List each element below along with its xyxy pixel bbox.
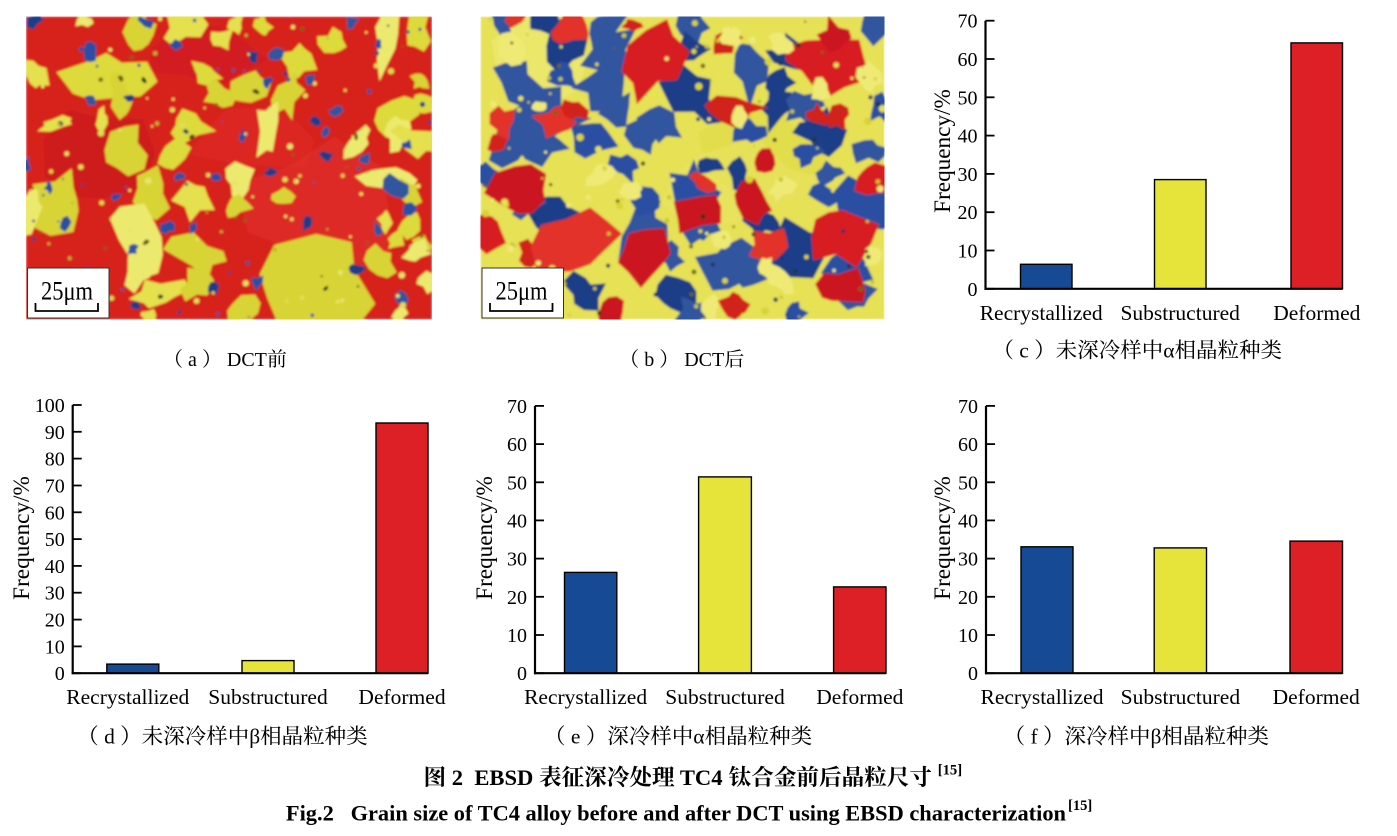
svg-text:Recrystallized: Recrystallized: [980, 301, 1103, 325]
svg-text:Substructured: Substructured: [665, 685, 785, 709]
svg-text:c: c: [1014, 339, 1034, 363]
svg-text:80: 80: [45, 449, 65, 471]
svg-text:10: 10: [45, 636, 65, 658]
svg-text:b: b: [639, 349, 659, 371]
svg-text:α: α: [693, 725, 704, 749]
svg-text:20: 20: [507, 587, 527, 609]
svg-text:40: 40: [958, 510, 978, 532]
svg-text:β: β: [249, 725, 260, 749]
svg-text:Frequency/%: Frequency/%: [930, 89, 956, 213]
svg-text:Deformed: Deformed: [816, 685, 903, 709]
svg-text:40: 40: [958, 126, 978, 148]
svg-text:[15]: [15]: [1068, 798, 1092, 814]
svg-text:TC4: TC4: [675, 765, 729, 790]
svg-text:60: 60: [507, 434, 527, 456]
svg-text:e: e: [566, 725, 586, 749]
svg-text:30: 30: [958, 164, 978, 186]
svg-text:30: 30: [507, 549, 527, 571]
svg-text:25μm: 25μm: [496, 277, 548, 306]
svg-text:100: 100: [35, 395, 65, 417]
svg-text:60: 60: [45, 502, 65, 524]
svg-text:70: 70: [958, 396, 978, 418]
svg-text:60: 60: [958, 434, 978, 456]
svg-text:70: 70: [958, 11, 978, 33]
svg-text:α: α: [1163, 339, 1174, 363]
svg-text:0: 0: [968, 279, 978, 301]
svg-text:Substructured: Substructured: [208, 685, 328, 709]
svg-text:Fig.2 Grain size of TC4 allo: Fig.2 Grain size of TC4 alloy before and…: [286, 801, 1067, 826]
svg-text:10: 10: [958, 241, 978, 263]
svg-text:40: 40: [45, 556, 65, 578]
svg-text:30: 30: [45, 583, 65, 605]
svg-text:Recrystallized: Recrystallized: [524, 685, 647, 709]
svg-text:40: 40: [507, 510, 527, 532]
svg-text:Substructured: Substructured: [1120, 301, 1240, 325]
svg-text:50: 50: [958, 472, 978, 494]
svg-text:20: 20: [45, 610, 65, 632]
svg-text:70: 70: [507, 396, 527, 418]
svg-text:10: 10: [507, 625, 527, 647]
svg-text:[15]: [15]: [938, 763, 962, 779]
svg-text:β: β: [1151, 725, 1162, 749]
svg-text:0: 0: [968, 663, 978, 685]
svg-text:60: 60: [958, 49, 978, 71]
svg-text:Recrystallized: Recrystallized: [66, 685, 189, 709]
svg-text:a: a: [183, 349, 202, 371]
svg-text:Frequency/%: Frequency/%: [472, 476, 498, 600]
svg-text:d: d: [99, 725, 121, 749]
svg-text:50: 50: [45, 529, 65, 551]
svg-text:0: 0: [55, 663, 65, 685]
svg-text:Deformed: Deformed: [358, 685, 445, 709]
svg-text:0: 0: [517, 663, 527, 685]
svg-text:20: 20: [958, 587, 978, 609]
svg-text:f: f: [1025, 725, 1043, 749]
svg-text:Recrystallized: Recrystallized: [981, 685, 1104, 709]
svg-text:25μm: 25μm: [41, 277, 93, 306]
svg-text:DCT: DCT: [222, 349, 267, 371]
svg-text:DCT: DCT: [679, 349, 724, 371]
svg-text:70: 70: [45, 476, 65, 498]
svg-text:50: 50: [958, 87, 978, 109]
svg-text:Deformed: Deformed: [1273, 685, 1360, 709]
svg-text:Deformed: Deformed: [1273, 301, 1360, 325]
svg-text:Frequency/%: Frequency/%: [9, 476, 35, 600]
svg-text:Frequency/%: Frequency/%: [930, 476, 956, 600]
svg-text:2 EBSD: 2 EBSD: [446, 765, 539, 790]
svg-text:50: 50: [507, 472, 527, 494]
svg-text:Substructured: Substructured: [1121, 685, 1241, 709]
svg-text:30: 30: [958, 549, 978, 571]
svg-text:20: 20: [958, 202, 978, 224]
svg-text:10: 10: [958, 625, 978, 647]
svg-text:90: 90: [45, 422, 65, 444]
